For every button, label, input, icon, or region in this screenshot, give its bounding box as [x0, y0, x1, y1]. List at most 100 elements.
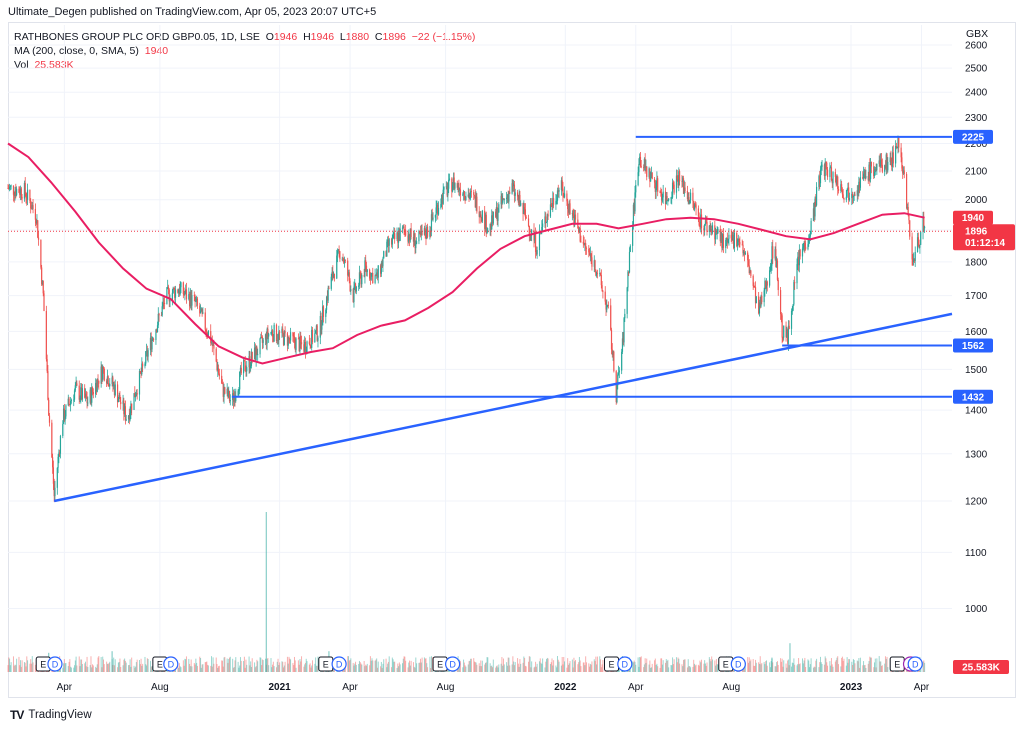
candle-body — [781, 315, 783, 338]
volume-bar — [710, 661, 712, 672]
candle-body — [542, 223, 544, 227]
volume-bar — [393, 661, 395, 672]
volume-bar — [431, 657, 433, 672]
candle-body — [733, 235, 735, 249]
candle-body — [333, 273, 335, 278]
candle-body — [857, 190, 859, 193]
volume-bar — [517, 658, 519, 672]
volume-bar — [551, 658, 553, 672]
volume-bar — [665, 662, 667, 672]
candle-body — [924, 226, 926, 229]
candle-body — [727, 239, 729, 243]
candle-body — [470, 191, 472, 193]
volume-bar — [185, 656, 187, 672]
volume-bar — [135, 662, 137, 672]
candle-body — [858, 181, 860, 193]
candle-body — [812, 208, 815, 221]
volume-bar — [359, 662, 361, 672]
legend-c-label: C — [374, 31, 383, 43]
candle-body — [728, 234, 730, 240]
candle-body — [358, 272, 361, 286]
candle-body — [826, 169, 829, 177]
volume-bar — [62, 667, 64, 672]
candle-body — [808, 239, 810, 245]
candle-body — [916, 237, 919, 252]
volume-bar — [407, 667, 409, 672]
candle-body — [853, 194, 855, 196]
candle-body — [364, 260, 366, 277]
volume-bar — [661, 664, 663, 672]
candle-body — [64, 416, 66, 421]
candle-body — [626, 287, 628, 314]
candle-body — [528, 225, 530, 236]
volume-bar — [380, 666, 382, 672]
candle-body — [856, 190, 858, 196]
candle-body — [677, 179, 679, 186]
volume-bar — [102, 659, 104, 672]
candle-body — [293, 336, 295, 338]
price-tick-label: 2600 — [965, 41, 988, 52]
volume-bar — [69, 659, 71, 672]
volume-bar — [807, 659, 809, 672]
candle-body — [68, 398, 70, 405]
candle-body — [138, 371, 141, 395]
earnings-marker-label: E — [723, 660, 729, 670]
volume-bar — [677, 657, 679, 672]
candle-body — [405, 230, 407, 236]
legend-symbol-row[interactable]: RATHBONES GROUP PLC ORD GBP0.05, 1D, LSE… — [14, 30, 475, 44]
candle-body — [527, 218, 530, 226]
candle-body — [434, 214, 436, 218]
volume-bar — [502, 665, 504, 672]
volume-bar — [634, 661, 636, 672]
volume-bar — [188, 658, 190, 672]
candle-body — [90, 389, 92, 403]
volume-bar — [538, 661, 540, 672]
candle-body — [793, 282, 795, 305]
candle-body — [613, 351, 615, 372]
dividend-marker-label: D — [449, 660, 456, 670]
volume-bar — [315, 657, 317, 672]
volume-bar — [391, 657, 393, 672]
volume-bar — [596, 656, 598, 672]
volume-bar — [80, 659, 82, 672]
candle-body — [590, 253, 592, 258]
candle-body — [419, 232, 422, 236]
volume-bar — [690, 667, 692, 672]
candle-body — [673, 184, 675, 193]
volume-bar — [564, 661, 566, 672]
legend-symbol[interactable]: RATHBONES GROUP PLC ORD GBP0.05, 1D, LSE — [14, 31, 260, 43]
volume-bar — [409, 660, 411, 672]
volume-bar — [791, 662, 793, 672]
volume-bars — [7, 512, 926, 672]
candle-body — [705, 220, 707, 222]
candle-body — [216, 361, 218, 371]
volume-bar — [12, 656, 14, 672]
legend-c-value: 1896 — [382, 31, 406, 43]
candle-body — [309, 343, 311, 347]
volume-bar — [306, 661, 308, 672]
volume-bar — [96, 664, 98, 672]
volume-bar — [372, 660, 374, 672]
candle-body — [468, 194, 470, 199]
tradingview-brand[interactable]: TV TradingView — [10, 708, 92, 722]
volume-bar — [95, 667, 97, 672]
volume-bar — [827, 665, 829, 672]
volume-bar — [402, 658, 404, 672]
volume-bar — [484, 664, 486, 672]
time-axis: Apr Aug 2021 Apr Aug 2022 Apr Aug 2023 Apr — [57, 682, 930, 693]
candle-body — [402, 226, 404, 228]
volume-bar — [804, 657, 806, 672]
volume-bar — [535, 661, 537, 672]
candle-body — [754, 286, 756, 288]
candle-body — [174, 288, 176, 298]
legend-ma-row[interactable]: MA (200, close, 0, SMA, 5) 1940 — [14, 44, 475, 58]
candle-body — [46, 359, 48, 372]
volume-bar — [223, 657, 225, 672]
volume-bar — [506, 662, 508, 672]
candle-body — [878, 160, 880, 164]
candle-body — [566, 193, 568, 202]
candle-body — [606, 304, 609, 306]
candle-body — [157, 313, 159, 326]
candle-body — [100, 366, 102, 384]
